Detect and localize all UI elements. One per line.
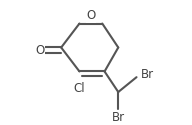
Text: O: O [36, 44, 45, 57]
Text: O: O [86, 9, 95, 22]
Text: Br: Br [112, 111, 125, 124]
Text: Cl: Cl [74, 82, 85, 94]
Text: Br: Br [141, 68, 154, 81]
